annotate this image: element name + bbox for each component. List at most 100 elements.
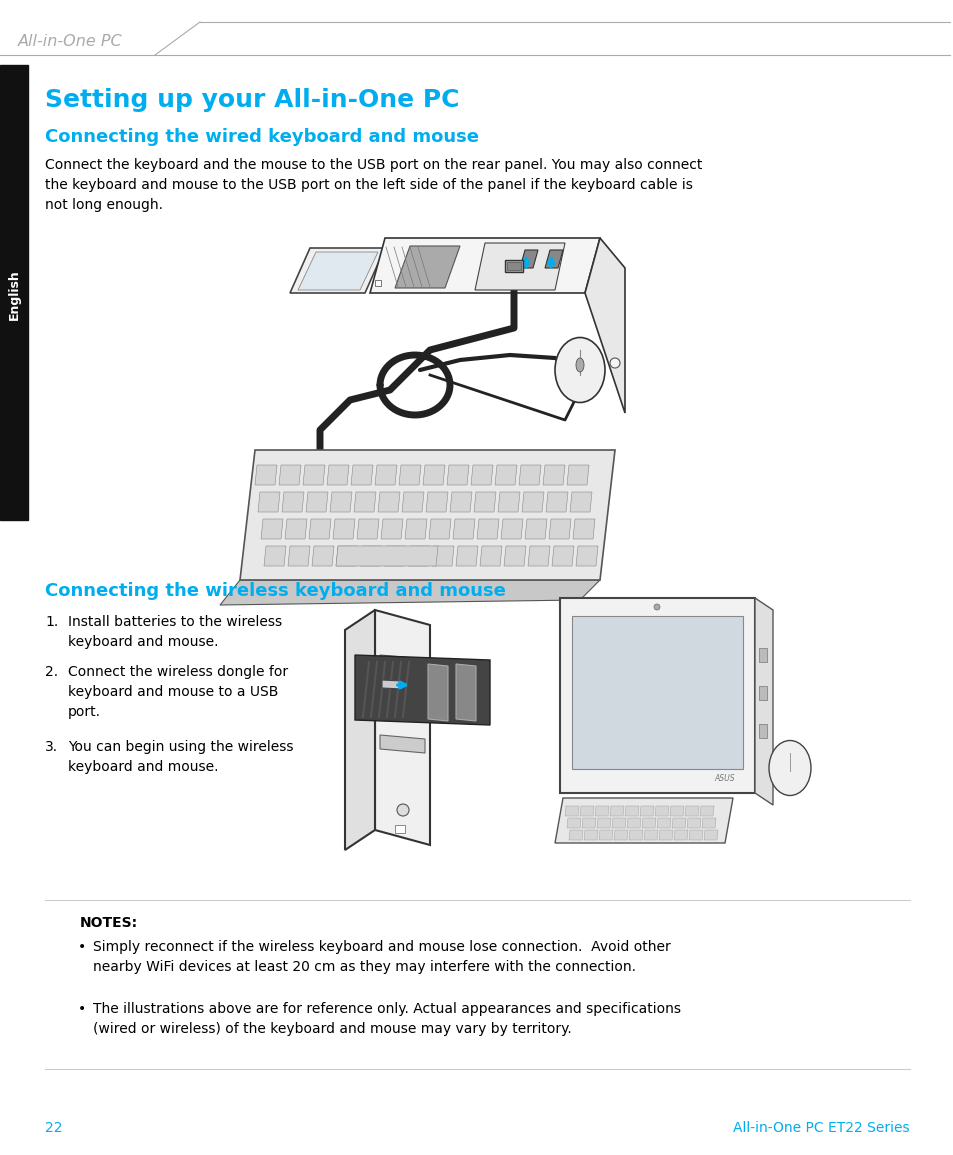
- Polygon shape: [422, 465, 444, 485]
- Polygon shape: [544, 249, 562, 268]
- Polygon shape: [548, 519, 571, 539]
- Polygon shape: [405, 519, 427, 539]
- Polygon shape: [312, 546, 334, 566]
- Polygon shape: [703, 830, 718, 840]
- Polygon shape: [375, 465, 396, 485]
- Polygon shape: [639, 806, 654, 815]
- Text: 1.: 1.: [45, 614, 58, 629]
- Text: Connecting the wired keyboard and mouse: Connecting the wired keyboard and mouse: [45, 128, 478, 146]
- Bar: [375, 280, 380, 286]
- Circle shape: [609, 358, 619, 368]
- Polygon shape: [669, 806, 683, 815]
- Text: 2.: 2.: [45, 665, 58, 679]
- Polygon shape: [497, 492, 519, 512]
- Polygon shape: [290, 248, 385, 293]
- Polygon shape: [518, 465, 540, 485]
- Polygon shape: [240, 450, 615, 580]
- Polygon shape: [584, 238, 624, 413]
- Polygon shape: [701, 818, 716, 828]
- Polygon shape: [354, 492, 375, 512]
- Polygon shape: [684, 806, 699, 815]
- Polygon shape: [288, 546, 310, 566]
- Polygon shape: [579, 806, 594, 815]
- Polygon shape: [612, 818, 625, 828]
- Polygon shape: [375, 610, 430, 845]
- Text: All-in-One PC: All-in-One PC: [18, 35, 123, 50]
- Polygon shape: [426, 492, 448, 512]
- Polygon shape: [264, 546, 286, 566]
- Text: 22: 22: [45, 1122, 63, 1135]
- Polygon shape: [257, 492, 280, 512]
- Polygon shape: [519, 249, 537, 268]
- Polygon shape: [566, 818, 580, 828]
- Polygon shape: [686, 818, 700, 828]
- Polygon shape: [379, 695, 424, 713]
- Bar: [759, 648, 766, 662]
- Polygon shape: [355, 655, 490, 725]
- Polygon shape: [330, 492, 352, 512]
- Ellipse shape: [576, 358, 583, 372]
- Polygon shape: [356, 519, 378, 539]
- Polygon shape: [398, 465, 420, 485]
- Polygon shape: [278, 465, 301, 485]
- Text: 3.: 3.: [45, 740, 58, 754]
- Polygon shape: [395, 246, 459, 288]
- Polygon shape: [568, 830, 582, 840]
- Polygon shape: [335, 546, 357, 566]
- Polygon shape: [598, 830, 613, 840]
- Bar: [504, 260, 522, 271]
- Polygon shape: [261, 519, 283, 539]
- Polygon shape: [220, 580, 599, 605]
- Polygon shape: [671, 818, 685, 828]
- Polygon shape: [643, 830, 658, 840]
- Text: NOTES:: NOTES:: [80, 916, 138, 930]
- Polygon shape: [569, 492, 592, 512]
- Text: Connect the wireless dongle for
keyboard and mouse to a USB
port.: Connect the wireless dongle for keyboard…: [68, 665, 288, 720]
- Polygon shape: [628, 830, 642, 840]
- Polygon shape: [450, 492, 472, 512]
- Text: The illustrations above are for reference only. Actual appearances and specifica: The illustrations above are for referenc…: [92, 1003, 680, 1036]
- Polygon shape: [379, 735, 424, 753]
- Ellipse shape: [555, 337, 604, 402]
- Polygon shape: [474, 492, 496, 512]
- Text: Connect the keyboard and the mouse to the USB port on the rear panel. You may al: Connect the keyboard and the mouse to th…: [45, 158, 701, 213]
- Polygon shape: [428, 664, 448, 721]
- Text: Install batteries to the wireless
keyboard and mouse.: Install batteries to the wireless keyboa…: [68, 614, 282, 649]
- Polygon shape: [583, 830, 598, 840]
- Polygon shape: [345, 610, 375, 850]
- Polygon shape: [335, 546, 437, 566]
- Polygon shape: [327, 465, 349, 485]
- Text: ASUS: ASUS: [714, 774, 734, 783]
- Polygon shape: [581, 818, 596, 828]
- Polygon shape: [521, 492, 543, 512]
- Polygon shape: [566, 465, 588, 485]
- Circle shape: [654, 604, 659, 610]
- Bar: [506, 262, 520, 270]
- Polygon shape: [754, 598, 772, 805]
- Polygon shape: [624, 806, 639, 815]
- Polygon shape: [576, 546, 598, 566]
- Polygon shape: [453, 519, 475, 539]
- Bar: [0, 65, 28, 520]
- Polygon shape: [559, 598, 754, 793]
- Polygon shape: [524, 519, 546, 539]
- Polygon shape: [254, 465, 276, 485]
- Polygon shape: [475, 243, 564, 290]
- Polygon shape: [333, 519, 355, 539]
- Polygon shape: [282, 492, 304, 512]
- Polygon shape: [545, 492, 567, 512]
- Polygon shape: [688, 830, 702, 840]
- Polygon shape: [657, 818, 670, 828]
- Polygon shape: [380, 519, 402, 539]
- Polygon shape: [471, 465, 493, 485]
- Bar: [572, 616, 742, 769]
- Text: All-in-One PC ET22 Series: All-in-One PC ET22 Series: [733, 1122, 909, 1135]
- Polygon shape: [626, 818, 640, 828]
- Polygon shape: [573, 519, 595, 539]
- Polygon shape: [306, 492, 328, 512]
- Polygon shape: [351, 465, 373, 485]
- Polygon shape: [495, 465, 517, 485]
- Polygon shape: [359, 546, 381, 566]
- Text: •: •: [78, 940, 86, 954]
- Polygon shape: [552, 546, 574, 566]
